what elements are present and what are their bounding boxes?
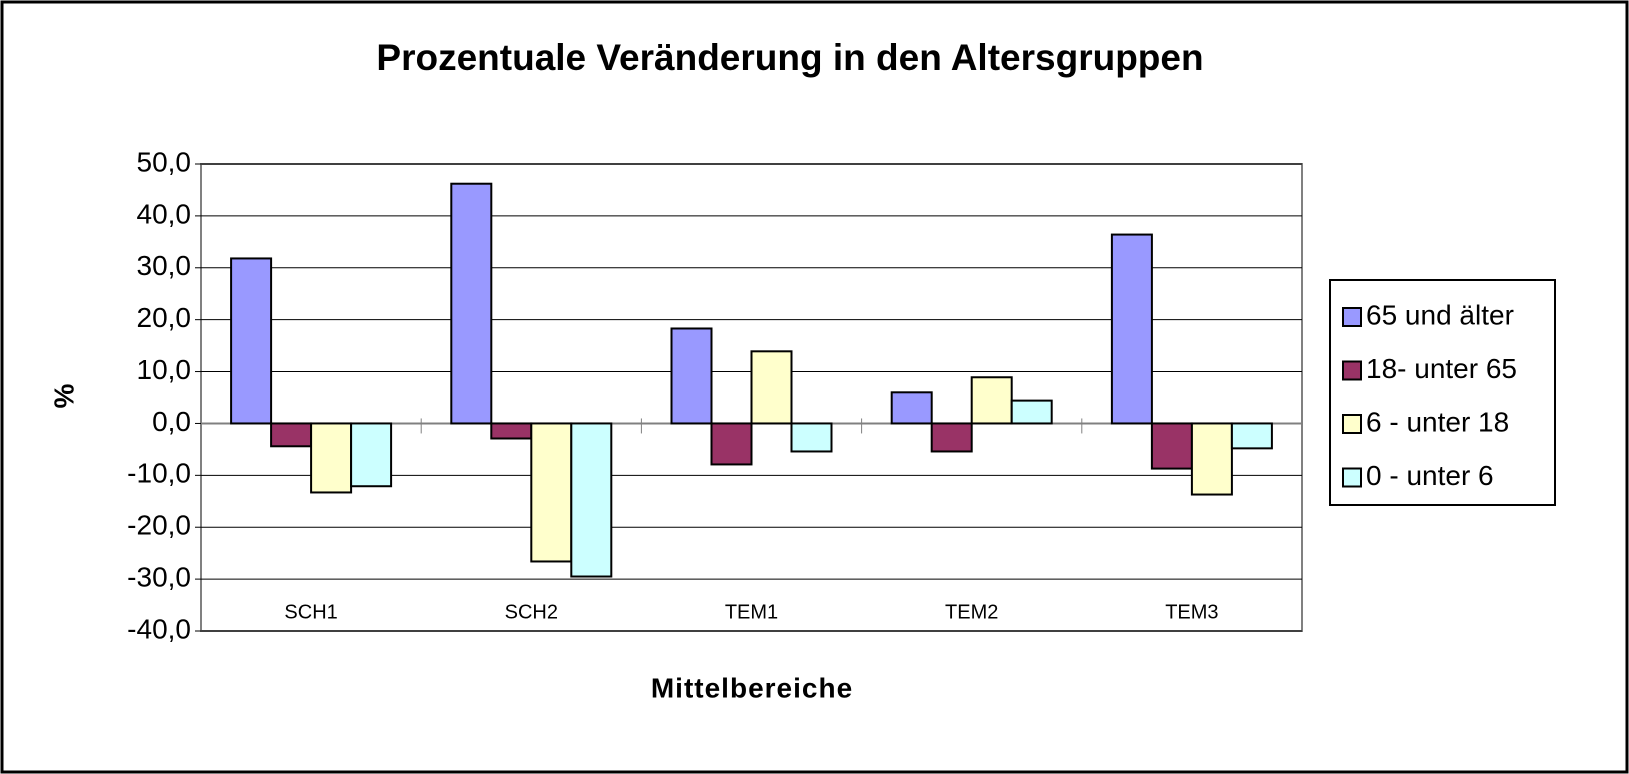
y-axis-title: % [48,383,79,408]
bar [930,422,973,453]
bar [670,327,713,425]
bar [790,422,833,453]
y-tick-label: 40,0 [137,198,192,229]
y-tick-label: 0,0 [152,406,191,437]
bar [350,422,393,488]
y-tick-label: -40,0 [127,613,191,644]
y-tick-label: -30,0 [127,562,191,593]
legend-label: 6 - unter 18 [1366,406,1509,437]
y-tick-label: 10,0 [137,354,192,385]
chart-title: Prozentuale Veränderung in den Altersgru… [376,37,1203,78]
legend-label: 0 - unter 6 [1366,460,1494,491]
y-tick-label: -10,0 [127,458,191,489]
bar [570,422,613,578]
bar [970,376,1013,425]
x-tick-label: TEM3 [1165,601,1218,623]
bar [310,422,353,494]
bar [710,422,753,466]
x-tick-label: TEM2 [945,601,998,623]
legend-swatch [1342,307,1362,327]
x-tick-label: SCH2 [505,601,558,623]
y-tick-label: 50,0 [137,146,192,177]
legend-swatch [1342,360,1362,381]
y-tick-label: 20,0 [137,302,192,333]
legend-label: 18- unter 65 [1366,353,1517,384]
bar [230,257,273,425]
bar [1110,233,1153,425]
bar [1150,422,1193,470]
bar [530,422,573,563]
y-tick-label: -20,0 [127,510,191,541]
legend-swatch [1342,467,1362,488]
bar [490,422,533,440]
legend-label: 65 und älter [1366,299,1514,330]
legend-box [1329,279,1556,506]
bar [270,422,313,448]
bar [450,182,493,425]
bar [890,391,933,425]
bar [1190,422,1233,496]
y-tick-label: 30,0 [137,250,192,281]
x-tick-label: TEM1 [725,601,778,623]
x-axis-title: Mittelbereiche [651,672,853,703]
x-tick-label: SCH1 [284,601,337,623]
bar [750,350,793,425]
bar [1010,399,1053,425]
legend-swatch [1342,414,1362,434]
bar [1230,422,1273,450]
